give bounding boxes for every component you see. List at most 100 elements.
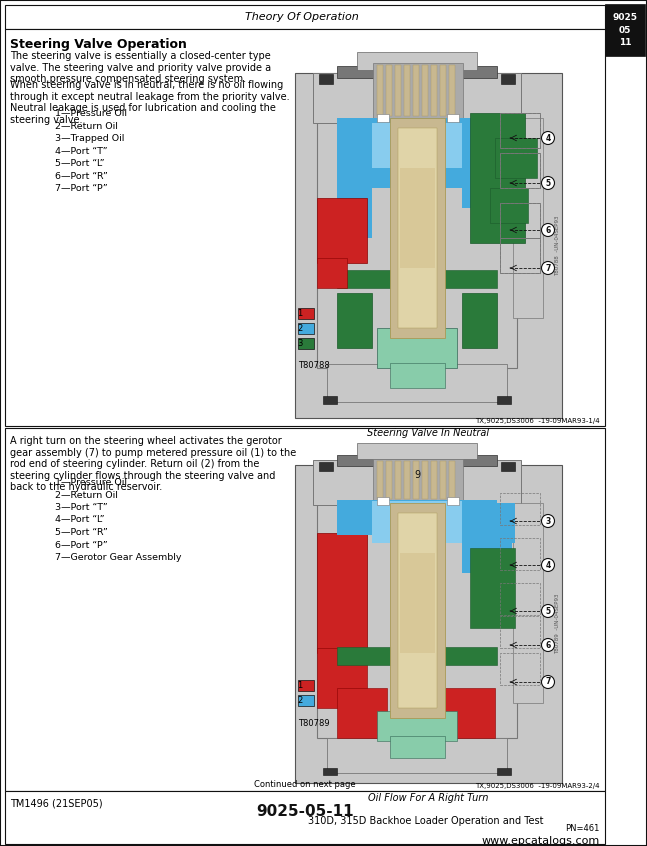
Bar	[400, 553, 435, 653]
Bar	[497, 768, 511, 775]
Bar	[327, 738, 507, 773]
Text: 1: 1	[297, 309, 302, 318]
Text: 5—Port “L”: 5—Port “L”	[55, 159, 105, 168]
Text: 1—Pressure Oil: 1—Pressure Oil	[55, 478, 127, 487]
Bar	[298, 338, 314, 349]
Bar	[462, 503, 512, 573]
Bar	[450, 503, 515, 543]
Bar	[500, 538, 540, 570]
Bar	[605, 4, 645, 56]
Bar	[470, 548, 515, 628]
Bar	[298, 695, 314, 706]
Circle shape	[542, 605, 554, 618]
Bar	[500, 203, 540, 238]
Bar	[337, 647, 497, 665]
Bar	[501, 462, 515, 471]
Text: T80789: T80789	[298, 719, 329, 728]
Bar	[323, 396, 337, 404]
Text: Steering Valve In Neutral: Steering Valve In Neutral	[367, 428, 490, 438]
Bar	[390, 736, 445, 758]
Bar	[440, 65, 446, 116]
Text: www.epcatalogs.com: www.epcatalogs.com	[482, 836, 600, 846]
Bar	[372, 501, 462, 543]
Bar	[500, 653, 540, 685]
Text: 9025
05
11: 9025 05 11	[613, 13, 637, 47]
Text: TX,9025,DS3006  -19-09MAR93-2/4: TX,9025,DS3006 -19-09MAR93-2/4	[476, 783, 600, 789]
Circle shape	[542, 639, 554, 651]
Bar	[413, 65, 419, 116]
Bar	[298, 323, 314, 334]
Bar	[5, 791, 605, 844]
Bar	[404, 65, 410, 116]
Bar	[422, 65, 428, 116]
Circle shape	[542, 558, 554, 572]
Bar	[317, 533, 367, 653]
Circle shape	[542, 131, 554, 145]
Bar	[5, 29, 605, 426]
Text: 4: 4	[545, 134, 551, 142]
Bar	[497, 396, 511, 404]
Bar	[377, 65, 383, 116]
Bar	[398, 513, 437, 708]
Text: 1—Pressure Oil: 1—Pressure Oil	[55, 109, 127, 118]
Bar	[398, 128, 437, 328]
Bar	[449, 461, 455, 499]
Bar	[513, 503, 543, 703]
Bar	[440, 461, 446, 499]
Bar	[390, 503, 445, 718]
Bar	[431, 461, 437, 499]
Bar	[395, 65, 401, 116]
Text: 3—Trapped Oil: 3—Trapped Oil	[55, 134, 124, 143]
Bar	[490, 188, 528, 223]
Text: 4: 4	[545, 561, 551, 569]
Text: 2: 2	[297, 696, 302, 705]
Text: The steering valve is essentially a closed-center type
valve. The steering valve: The steering valve is essentially a clos…	[10, 51, 271, 85]
Bar	[447, 497, 459, 505]
Bar	[5, 428, 605, 791]
Text: 4—Port “L”: 4—Port “L”	[55, 515, 105, 525]
Circle shape	[542, 177, 554, 190]
Bar	[422, 461, 428, 499]
Bar	[317, 498, 517, 738]
Bar	[390, 118, 445, 338]
Text: 4—Port “T”: 4—Port “T”	[55, 146, 107, 156]
Text: Continued on next page: Continued on next page	[254, 780, 356, 789]
Bar	[298, 680, 314, 691]
Bar	[337, 293, 372, 348]
Bar	[500, 153, 540, 188]
Text: 7: 7	[545, 263, 551, 272]
Bar	[462, 148, 495, 208]
Text: 3—Port “T”: 3—Port “T”	[55, 503, 108, 512]
Text: Theory Of Operation: Theory Of Operation	[245, 12, 359, 22]
Circle shape	[542, 514, 554, 528]
Bar	[319, 462, 333, 471]
Bar	[319, 74, 333, 84]
Text: 5: 5	[545, 607, 551, 616]
Text: 3: 3	[297, 339, 302, 348]
Text: 2—Return Oil: 2—Return Oil	[55, 491, 118, 499]
Bar	[323, 768, 337, 775]
Bar	[449, 65, 455, 116]
Bar	[317, 113, 517, 368]
Text: 6: 6	[545, 226, 551, 234]
Circle shape	[542, 675, 554, 689]
Text: T80788  -UN-04SEP93: T80788 -UN-04SEP93	[555, 216, 560, 277]
Bar	[500, 616, 540, 648]
Circle shape	[542, 261, 554, 274]
Text: 5: 5	[545, 179, 551, 188]
Bar	[445, 688, 495, 738]
Bar	[357, 443, 477, 459]
Text: 310D, 315D Backhoe Loader Operation and Test: 310D, 315D Backhoe Loader Operation and …	[308, 816, 543, 826]
Bar	[377, 711, 457, 741]
Text: 7—Port “P”: 7—Port “P”	[55, 184, 108, 193]
Bar	[317, 648, 367, 708]
Text: A right turn on the steering wheel activates the gerotor
gear assembly (7) to pu: A right turn on the steering wheel activ…	[10, 436, 296, 492]
Text: 9: 9	[414, 470, 420, 480]
Bar	[395, 461, 401, 499]
Bar	[377, 114, 389, 122]
Bar	[372, 123, 462, 168]
Bar	[500, 203, 540, 238]
Text: 7—Gerotor Gear Assembly: 7—Gerotor Gear Assembly	[55, 553, 182, 562]
Bar	[500, 238, 540, 273]
Bar	[501, 74, 515, 84]
